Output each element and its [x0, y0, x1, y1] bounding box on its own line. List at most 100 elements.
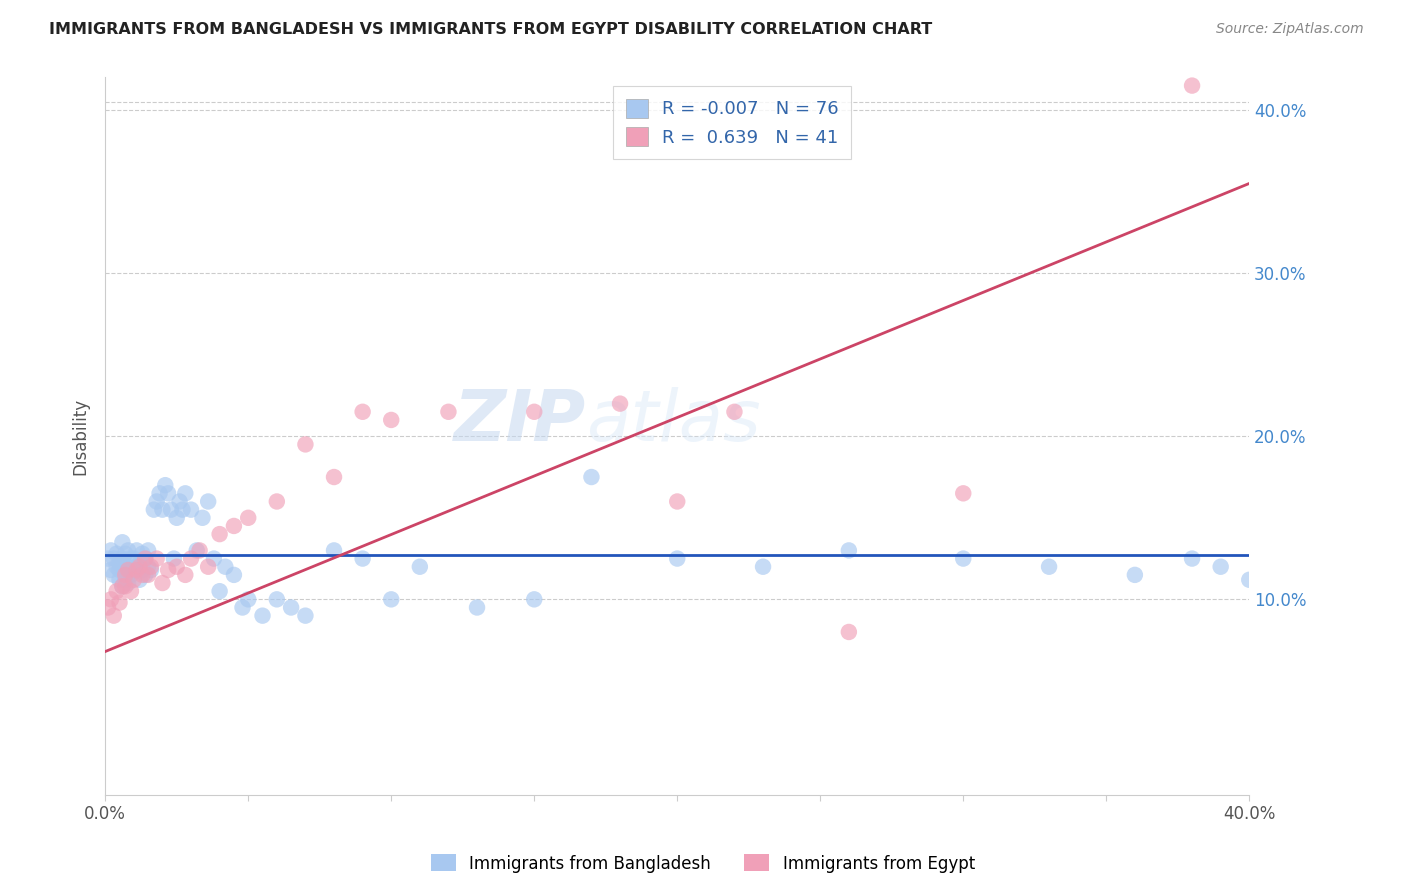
Point [105, 547, 128, 561]
Point [437, 405, 460, 419]
Point [323, 470, 346, 484]
Point [186, 543, 208, 558]
Point [169, 494, 191, 508]
Point [1181, 551, 1204, 566]
Point [197, 494, 219, 508]
Point [128, 557, 150, 571]
Point [238, 592, 260, 607]
Point [122, 551, 145, 566]
Point [131, 567, 153, 582]
Point [166, 559, 188, 574]
Point [609, 397, 631, 411]
Point [952, 551, 974, 566]
Point [108, 573, 131, 587]
Point [111, 579, 134, 593]
Point [125, 559, 148, 574]
Point [1239, 573, 1261, 587]
Point [1209, 559, 1232, 574]
Point [157, 563, 180, 577]
Point [252, 608, 274, 623]
Point [100, 592, 122, 607]
Point [191, 510, 214, 524]
Point [134, 551, 156, 566]
Point [294, 437, 316, 451]
Point [952, 486, 974, 500]
Point [120, 584, 142, 599]
Point [581, 470, 603, 484]
Point [136, 543, 159, 558]
Point [202, 551, 225, 566]
Point [214, 559, 236, 574]
Point [105, 559, 128, 574]
Point [208, 584, 231, 599]
Point [108, 563, 131, 577]
Point [117, 576, 139, 591]
Text: ZIP: ZIP [454, 387, 586, 457]
Point [1123, 567, 1146, 582]
Point [103, 551, 125, 566]
Point [380, 413, 402, 427]
Y-axis label: Disability: Disability [72, 398, 89, 475]
Point [380, 592, 402, 607]
Point [117, 563, 139, 577]
Point [174, 486, 197, 500]
Point [1038, 559, 1060, 574]
Point [465, 600, 488, 615]
Point [180, 551, 202, 566]
Point [166, 510, 188, 524]
Point [103, 608, 125, 623]
Point [208, 527, 231, 541]
Point [125, 543, 148, 558]
Point [108, 596, 131, 610]
Point [838, 624, 860, 639]
Point [128, 559, 150, 574]
Point [197, 559, 219, 574]
Point [352, 551, 374, 566]
Point [280, 600, 302, 615]
Text: Source: ZipAtlas.com: Source: ZipAtlas.com [1216, 22, 1364, 37]
Point [114, 567, 136, 582]
Point [409, 559, 432, 574]
Point [131, 563, 153, 577]
Point [100, 563, 122, 577]
Point [117, 559, 139, 574]
Text: IMMIGRANTS FROM BANGLADESH VS IMMIGRANTS FROM EGYPT DISABILITY CORRELATION CHART: IMMIGRANTS FROM BANGLADESH VS IMMIGRANTS… [49, 22, 932, 37]
Point [131, 547, 153, 561]
Point [122, 563, 145, 577]
Point [266, 494, 288, 508]
Text: atlas: atlas [586, 387, 761, 457]
Point [160, 502, 183, 516]
Point [1181, 78, 1204, 93]
Point [163, 551, 186, 566]
Point [136, 559, 159, 574]
Point [103, 567, 125, 582]
Point [134, 567, 156, 582]
Point [666, 551, 689, 566]
Point [222, 567, 245, 582]
Point [352, 405, 374, 419]
Point [174, 567, 197, 582]
Point [145, 551, 167, 566]
Point [188, 543, 211, 558]
Point [723, 405, 745, 419]
Point [108, 557, 131, 571]
Point [180, 502, 202, 516]
Point [294, 608, 316, 623]
Point [100, 543, 122, 558]
Point [266, 592, 288, 607]
Point [231, 600, 253, 615]
Point [145, 494, 167, 508]
Point [155, 478, 177, 492]
Point [105, 584, 128, 599]
Point [120, 567, 142, 582]
Point [238, 510, 260, 524]
Point [148, 486, 170, 500]
Point [111, 579, 134, 593]
Point [838, 543, 860, 558]
Point [136, 567, 159, 582]
Point [122, 573, 145, 587]
Point [117, 543, 139, 558]
Point [752, 559, 775, 574]
Point [97, 551, 120, 566]
Point [114, 579, 136, 593]
